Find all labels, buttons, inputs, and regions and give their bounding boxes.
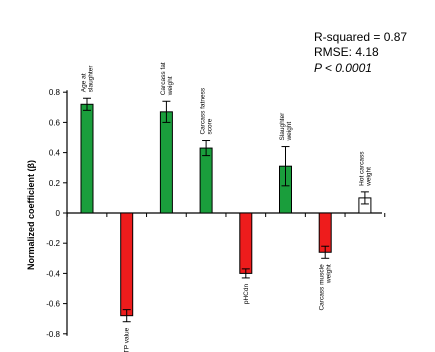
category-label-text: Carcass fat — [160, 62, 167, 95]
category-label-0: Age at slaughter — [81, 65, 95, 93]
category-label-text: slaughter — [88, 65, 95, 93]
rmse-annotation: RMSE: 4.18 — [314, 45, 379, 59]
bar-1 — [120, 212, 134, 317]
y-tick-label: 0.8 — [49, 88, 61, 97]
category-label-6: Carcass muscle weight — [319, 264, 333, 311]
bar-4 — [239, 212, 253, 274]
bar-0 — [80, 103, 94, 214]
axes — [66, 90, 386, 336]
bar-3 — [199, 147, 213, 214]
y-tick-label: -0.6 — [46, 300, 60, 309]
p-value-annotation: P < 0.0001 — [314, 61, 372, 75]
y-tick-label: -0.4 — [46, 269, 60, 278]
category-label-3: Carcass fatness score — [200, 87, 214, 134]
category-label-text: Age at — [81, 73, 88, 92]
category-label-text: Carcass muscle — [319, 264, 326, 311]
category-label-1: BTP value — [124, 327, 131, 352]
y-tick-label: 0.2 — [49, 179, 61, 188]
model-statistics: R-squared = 0.87 RMSE: 4.18 P < 0.0001 — [314, 30, 407, 75]
r-squared-annotation: R-squared = 0.87 — [314, 30, 407, 44]
y-axis-title: Normalized coefficient (β) — [26, 160, 36, 270]
category-label-text: Carcass fatness — [200, 87, 207, 134]
bars — [80, 103, 372, 317]
category-label-7: Hot carcass weight — [358, 151, 372, 187]
y-tick-label: 0 — [56, 209, 61, 218]
y-tick-label: -0.2 — [46, 239, 60, 248]
category-label-4: pHCdn — [243, 284, 250, 305]
category-label-text: weight — [365, 167, 372, 187]
y-tick-label: -0.8 — [46, 330, 60, 339]
category-label-text: score — [207, 118, 214, 134]
y-tick-label: 0.6 — [49, 118, 61, 127]
y-axis-ticks: 0.8 0.6 0.4 0.2 0 -0.2 -0.4 -0.6 -0.8 — [46, 88, 67, 339]
category-label-text: pHCdn — [243, 284, 250, 305]
category-label-text: weight — [286, 122, 293, 142]
category-label-5: Slaughter weight — [279, 112, 293, 142]
category-label-text: weight — [167, 76, 174, 96]
category-label-text: BTP value — [124, 327, 131, 352]
category-label-text: Hot carcass — [358, 151, 365, 186]
category-label-text: Slaughter — [279, 112, 286, 141]
category-label-text: weight — [326, 264, 333, 284]
error-bars — [83, 97, 369, 323]
bar-2 — [159, 111, 173, 214]
y-tick-label: 0.4 — [49, 149, 61, 158]
category-label-2: Carcass fat weight — [160, 62, 174, 96]
